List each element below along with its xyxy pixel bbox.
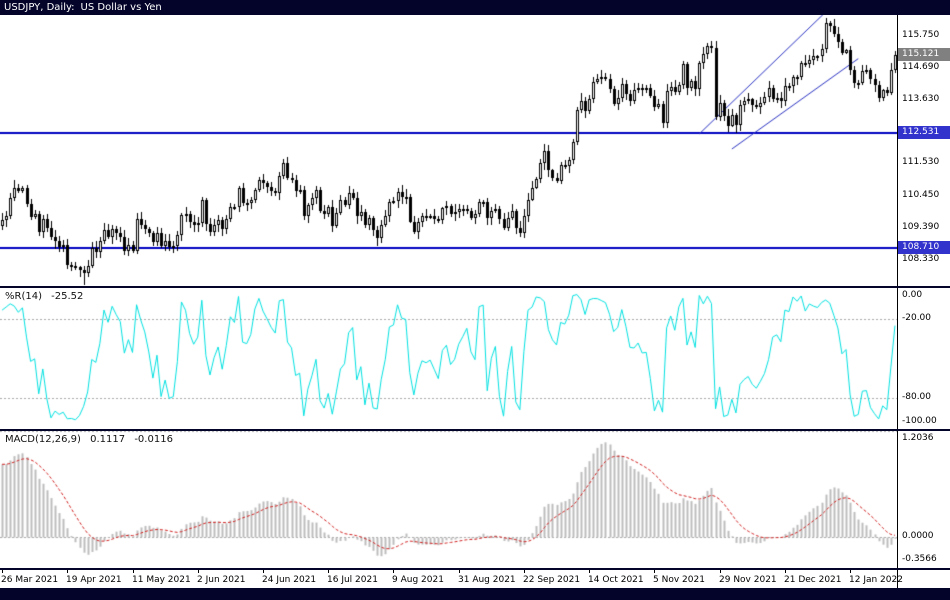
time-axis-label: 5 Nov 2021 bbox=[653, 575, 705, 585]
macd-indicator-canvas[interactable] bbox=[0, 431, 897, 568]
time-axis[interactable]: 26 Mar 2021 19 Apr 2021 11 May 2021 2 Jun 2… bbox=[0, 570, 903, 588]
time-axis-label: 26 Mar 2021 bbox=[1, 575, 59, 585]
current-price-badge: 115.121 bbox=[898, 48, 950, 61]
pane-divider[interactable] bbox=[0, 286, 950, 288]
time-tick bbox=[133, 570, 134, 573]
time-tick bbox=[459, 570, 460, 573]
time-axis-label: 14 Oct 2021 bbox=[588, 575, 644, 585]
time-axis-label: 21 Dec 2021 bbox=[784, 575, 842, 585]
price-axis-label: 110.450 bbox=[902, 190, 940, 200]
time-axis-label: 31 Aug 2021 bbox=[458, 575, 516, 585]
macd-name: MACD(12,26,9) bbox=[5, 434, 81, 445]
wpr-axis-label: -20.00 bbox=[902, 313, 932, 323]
time-tick bbox=[263, 570, 264, 573]
price-axis[interactable]: 115.750 115.121 114.690 113.630 112.531 111.5… bbox=[898, 0, 950, 600]
price-axis-label: 108.330 bbox=[902, 254, 940, 264]
level-price-badge: 108.710 bbox=[898, 241, 950, 254]
wpr-value: -25.52 bbox=[51, 291, 84, 302]
time-axis-label: 2 Jun 2021 bbox=[197, 575, 246, 585]
symbol-description: US Dollar vs Yen bbox=[80, 2, 162, 13]
price-axis-separator bbox=[897, 15, 898, 588]
macd-axis-label: -0.3566 bbox=[902, 554, 937, 564]
time-tick bbox=[198, 570, 199, 573]
macd-main-value: 0.1117 bbox=[90, 434, 126, 445]
wpr-axis-label: 0.00 bbox=[902, 290, 923, 300]
footer-bar bbox=[0, 588, 950, 600]
time-tick bbox=[524, 570, 525, 573]
symbol-title: USDJPY, Daily: bbox=[4, 2, 75, 13]
time-tick bbox=[850, 570, 851, 573]
price-axis-label: 114.690 bbox=[902, 62, 940, 72]
time-tick bbox=[67, 570, 68, 573]
wpr-name: %R(14) bbox=[5, 291, 42, 302]
time-tick bbox=[328, 570, 329, 573]
wpr-axis-label: -80.00 bbox=[902, 392, 932, 402]
time-tick bbox=[2, 570, 3, 573]
time-axis-label: 29 Nov 2021 bbox=[719, 575, 777, 585]
price-axis-label: 115.750 bbox=[902, 30, 940, 40]
wpr-axis-label: -100.00 bbox=[902, 416, 937, 426]
time-tick bbox=[393, 570, 394, 573]
pane-divider[interactable] bbox=[0, 429, 950, 431]
macd-signal-value: -0.0116 bbox=[134, 434, 173, 445]
macd-axis-label: 1.2036 bbox=[902, 433, 934, 443]
time-axis-label: 24 Jun 2021 bbox=[262, 575, 317, 585]
pane-divider[interactable] bbox=[0, 568, 950, 570]
price-axis-label: 109.390 bbox=[902, 222, 940, 232]
macd-axis-label: 0.0000 bbox=[902, 531, 934, 541]
time-axis-label: 12 Jan 2022 bbox=[849, 575, 903, 585]
time-axis-label: 9 Aug 2021 bbox=[392, 575, 444, 585]
time-axis-label: 19 Apr 2021 bbox=[66, 575, 122, 585]
price-chart-canvas[interactable] bbox=[0, 15, 897, 286]
time-tick bbox=[589, 570, 590, 573]
time-axis-label: 16 Jul 2021 bbox=[327, 575, 378, 585]
price-axis-label: 113.630 bbox=[902, 94, 940, 104]
time-tick bbox=[654, 570, 655, 573]
price-axis-label: 111.530 bbox=[902, 157, 940, 167]
macd-indicator-label: MACD(12,26,9) 0.1117 -0.0116 bbox=[5, 434, 173, 445]
level-price-badge: 112.531 bbox=[898, 126, 950, 139]
time-tick bbox=[720, 570, 721, 573]
time-tick bbox=[785, 570, 786, 573]
wpr-indicator-label: %R(14) -25.52 bbox=[5, 291, 83, 302]
time-axis-label: 11 May 2021 bbox=[132, 575, 191, 585]
wpr-indicator-canvas[interactable] bbox=[0, 288, 897, 429]
chart-header-bar: USDJPY, Daily: US Dollar vs Yen bbox=[0, 0, 950, 15]
time-axis-label: 22 Sep 2021 bbox=[523, 575, 581, 585]
